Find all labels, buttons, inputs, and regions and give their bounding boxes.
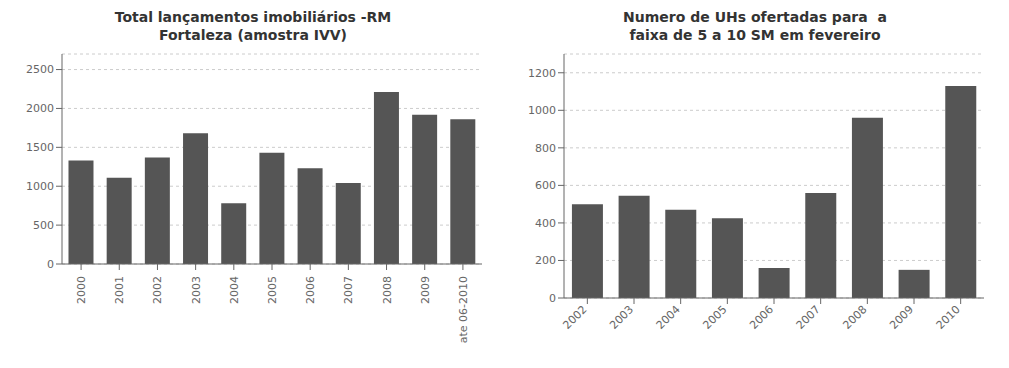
svg-text:800: 800 — [535, 142, 556, 155]
svg-text:2008: 2008 — [840, 303, 869, 332]
svg-text:600: 600 — [535, 179, 556, 192]
svg-text:2006: 2006 — [747, 303, 776, 332]
svg-text:2003: 2003 — [607, 303, 636, 332]
svg-text:2000: 2000 — [75, 276, 88, 304]
svg-text:2004: 2004 — [228, 276, 241, 304]
svg-text:2009: 2009 — [419, 276, 432, 304]
html-text:Numero de UHs ofertadas para a: Numero de UHs ofertadas para a faixa de … — [623, 9, 887, 43]
svg-text:1000: 1000 — [26, 180, 54, 193]
svg-text:0: 0 — [47, 258, 54, 271]
svg-text:2002: 2002 — [151, 276, 164, 304]
svg-text:2001: 2001 — [113, 276, 126, 304]
svg-text:0: 0 — [549, 292, 556, 305]
svg-text:2008: 2008 — [381, 276, 394, 304]
svg-text:1500: 1500 — [26, 141, 54, 154]
svg-text:2004: 2004 — [654, 303, 683, 332]
svg-text:ate 06-2010: ate 06-2010 — [457, 276, 470, 343]
svg-text:2003: 2003 — [190, 276, 203, 304]
svg-text:1000: 1000 — [528, 104, 556, 117]
svg-text:2006: 2006 — [304, 276, 317, 304]
svg-text:2007: 2007 — [342, 276, 355, 304]
svg-text:2000: 2000 — [26, 102, 54, 115]
svg-text:2009: 2009 — [887, 303, 916, 332]
html-text:Total lançamentos imobiliários: Total lançamentos imobiliários -RM Forta… — [114, 9, 392, 43]
svg-text:200: 200 — [535, 254, 556, 267]
svg-text:2002: 2002 — [560, 303, 589, 332]
svg-text:2005: 2005 — [700, 303, 729, 332]
svg-text:2007: 2007 — [794, 303, 823, 332]
svg-text:500: 500 — [33, 219, 54, 232]
svg-text:400: 400 — [535, 217, 556, 230]
svg-text:1200: 1200 — [528, 67, 556, 80]
svg-text:2500: 2500 — [26, 63, 54, 76]
svg-text:2005: 2005 — [266, 276, 279, 304]
svg-text:2010: 2010 — [934, 303, 963, 332]
